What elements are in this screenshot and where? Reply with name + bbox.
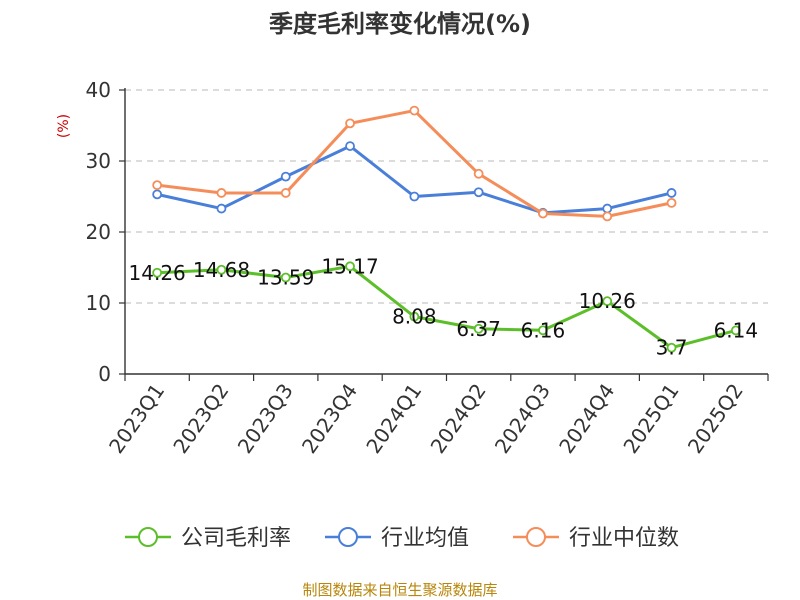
data-label: 13.59	[257, 266, 314, 290]
data-point	[152, 180, 163, 191]
series-line	[157, 264, 737, 350]
x-tick-label: 2025Q2	[683, 379, 748, 458]
y-tick-label: 30	[86, 149, 111, 173]
y-tick-label: 0	[98, 362, 111, 386]
data-point	[538, 208, 548, 219]
x-tick-label: 2023Q1	[104, 379, 169, 458]
data-labels: 14.26 14.68 13.59 15.17 8.08 6.37 6.16 10.26 3.7…	[129, 254, 759, 359]
data-point	[473, 168, 484, 179]
x-tick-label: 2023Q2	[168, 379, 233, 458]
data-point	[666, 342, 677, 353]
y-tick-label: 10	[86, 291, 111, 315]
data-point	[280, 272, 291, 283]
data-label: 6.16	[521, 318, 566, 342]
data-point	[473, 187, 484, 198]
data-point	[152, 189, 163, 200]
data-point	[730, 325, 741, 336]
data-point	[280, 188, 291, 198]
data-point	[409, 191, 420, 202]
x-tick-label: 2023Q4	[297, 379, 362, 458]
data-point	[602, 296, 613, 307]
x-tick-labels: 2023Q1 2023Q2 2023Q3 2023Q4 2024Q1 2024Q2 2024…	[104, 379, 748, 458]
legend-label: 行业均值	[381, 526, 469, 551]
data-point	[345, 141, 355, 151]
gridlines	[125, 89, 768, 304]
data-label: 3.7	[656, 336, 688, 360]
data-point	[216, 264, 227, 275]
data-point	[409, 105, 420, 116]
data-point	[602, 211, 613, 222]
x-tick-label: 2024Q3	[490, 379, 555, 458]
data-point	[666, 188, 677, 198]
legend-marker	[138, 527, 158, 547]
legend-label: 公司毛利率	[181, 526, 291, 551]
y-tick-labels: 0 10 20 30 40	[86, 78, 111, 386]
data-point	[473, 323, 484, 334]
data-point	[345, 118, 355, 129]
data-label: 10.26	[579, 289, 636, 313]
x-tick-label: 2024Q2	[426, 379, 491, 458]
chart-title: 季度毛利率变化情况(%)	[269, 10, 531, 38]
data-point	[538, 325, 548, 336]
data-label: 6.37	[456, 317, 501, 341]
x-tick-label: 2023Q3	[233, 379, 298, 458]
x-tick-label: 2024Q1	[361, 379, 426, 458]
legend: 公司毛利率 行业均值 行业中位数	[125, 526, 679, 551]
data-label: 6.14	[714, 318, 759, 342]
legend-label: 行业中位数	[569, 526, 679, 551]
source-note: 制图数据来自恒生聚源数据库	[302, 581, 497, 599]
axes	[119, 88, 769, 381]
x-tick-label: 2025Q1	[618, 379, 683, 458]
y-tick-label: 20	[86, 220, 111, 244]
data-label: 14.68	[193, 258, 250, 282]
data-label: 15.17	[321, 254, 378, 278]
data-point	[280, 171, 291, 182]
series-group	[152, 105, 741, 353]
data-point	[409, 311, 420, 322]
data-point	[152, 267, 163, 278]
legend-marker	[338, 527, 358, 547]
y-axis-label: (%)	[56, 114, 72, 138]
data-point	[216, 188, 227, 198]
data-label: 8.08	[392, 305, 437, 329]
x-tick-label: 2024Q4	[554, 379, 619, 458]
data-point	[345, 261, 355, 272]
data-point	[666, 197, 677, 208]
y-tick-label: 40	[86, 78, 111, 102]
data-point	[216, 203, 227, 214]
data-point	[602, 203, 613, 214]
series-line	[156, 144, 672, 215]
legend-marker	[526, 527, 546, 547]
data-label: 14.26	[129, 261, 186, 285]
